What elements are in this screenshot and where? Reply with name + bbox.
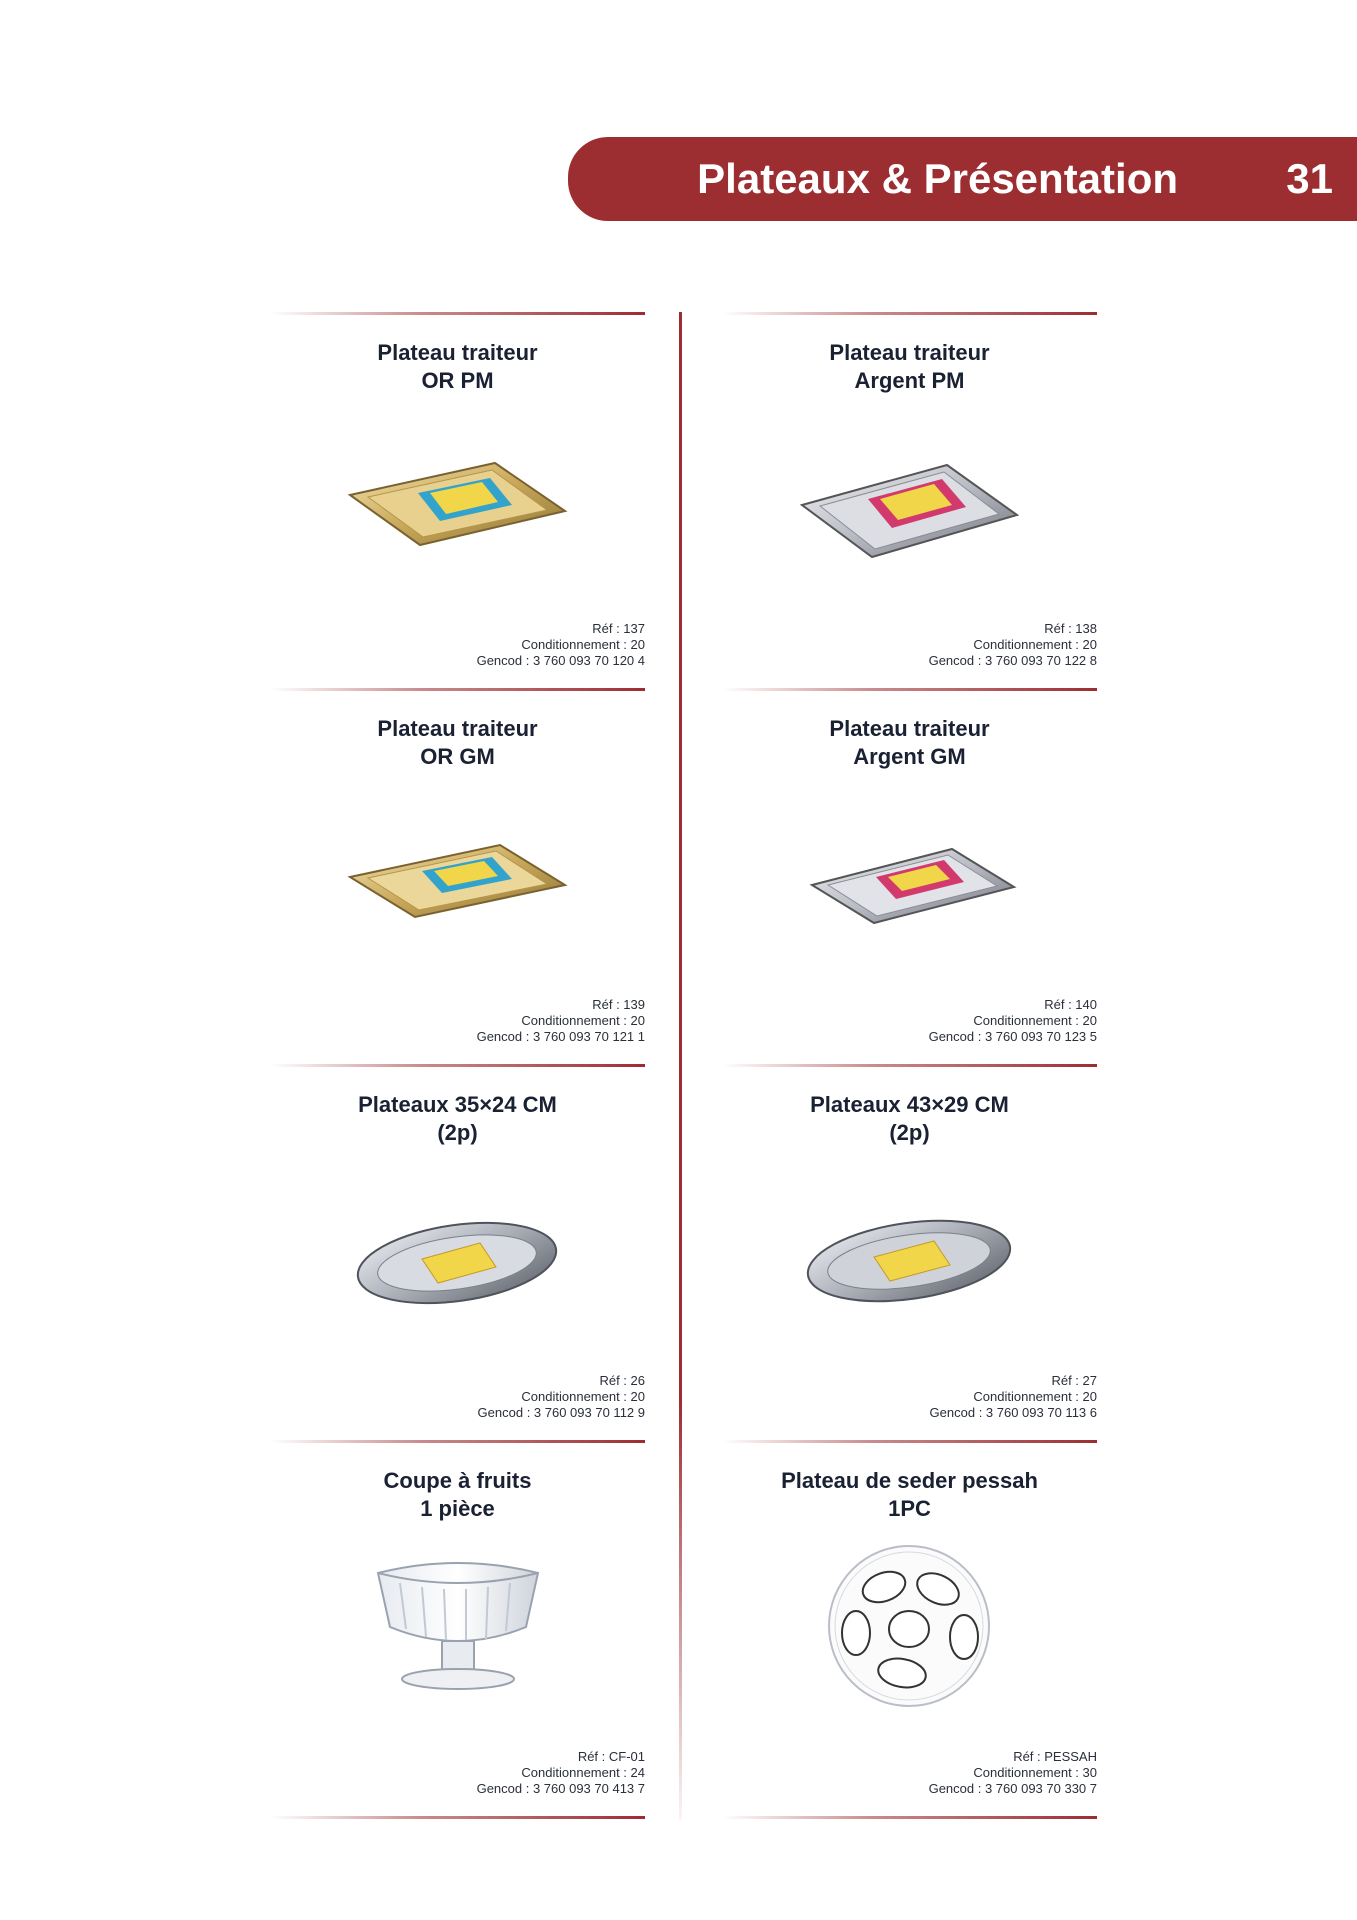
product-card: Plateau traiteur OR PM Réf : 137 Conditi… — [270, 315, 645, 691]
product-card: Plateau traiteur Argent GM Réf : 140 Con… — [722, 691, 1097, 1067]
section-title: Plateaux & Présentation — [697, 155, 1178, 202]
product-title: Plateaux 35×24 CM (2p) — [358, 1092, 557, 1145]
seder-plate-icon — [782, 1541, 1037, 1711]
product-title: Plateau traiteur Argent GM — [829, 716, 990, 769]
oval-tray-icon — [782, 1187, 1037, 1317]
silver-rectangular-tray-icon — [782, 435, 1037, 565]
product-meta: Réf : 26 Conditionnement : 20 Gencod : 3… — [477, 1373, 645, 1420]
product-card: Plateau de seder pessah 1PC Réf : PESSAH… — [722, 1443, 1097, 1819]
gold-rectangular-tray-icon — [330, 811, 585, 941]
row-rule — [722, 312, 1097, 315]
fruit-bowl-icon — [330, 1543, 585, 1703]
section-banner: Plateaux & Présentation 31 — [568, 137, 1357, 221]
product-meta: Réf : 138 Conditionnement : 20 Gencod : … — [928, 621, 1097, 668]
row-rule — [722, 1440, 1097, 1443]
product-meta: Réf : CF-01 Conditionnement : 24 Gencod … — [476, 1749, 645, 1796]
row-rule — [270, 312, 645, 315]
column-divider — [679, 312, 682, 1820]
product-title: Plateau de seder pessah 1PC — [781, 1468, 1038, 1521]
row-rule — [270, 1064, 645, 1067]
row-rule — [270, 688, 645, 691]
product-title: Plateau traiteur Argent PM — [829, 340, 990, 393]
product-title: Coupe à fruits 1 pièce — [383, 1468, 532, 1521]
row-rule — [722, 1816, 1097, 1819]
product-title: Plateaux 43×29 CM (2p) — [810, 1092, 1009, 1145]
product-meta: Réf : PESSAH Conditionnement : 30 Gencod… — [928, 1749, 1097, 1796]
row-rule — [270, 1440, 645, 1443]
page-number: 31 — [1286, 155, 1333, 202]
product-title: Plateau traiteur OR GM — [377, 716, 538, 769]
silver-rectangular-tray-icon — [782, 811, 1037, 941]
product-card: Plateau traiteur OR GM Réf : 139 Conditi… — [270, 691, 645, 1067]
row-rule — [722, 1064, 1097, 1067]
row-rule — [722, 688, 1097, 691]
product-title: Plateau traiteur OR PM — [377, 340, 538, 393]
row-rule — [270, 1816, 645, 1819]
product-meta: Réf : 139 Conditionnement : 20 Gencod : … — [476, 997, 645, 1044]
product-meta: Réf : 27 Conditionnement : 20 Gencod : 3… — [929, 1373, 1097, 1420]
product-meta: Réf : 137 Conditionnement : 20 Gencod : … — [476, 621, 645, 668]
product-card: Plateaux 43×29 CM (2p) Réf : 27 Conditio… — [722, 1067, 1097, 1443]
product-meta: Réf : 140 Conditionnement : 20 Gencod : … — [928, 997, 1097, 1044]
product-card: Plateau traiteur Argent PM Réf : 138 Con… — [722, 315, 1097, 691]
product-card: Coupe à fruits 1 pièce Réf : CF-01 Condi… — [270, 1443, 645, 1819]
oval-tray-icon — [330, 1187, 585, 1317]
product-card: Plateaux 35×24 CM (2p) Réf : 26 Conditio… — [270, 1067, 645, 1443]
gold-rectangular-tray-icon — [330, 435, 585, 565]
